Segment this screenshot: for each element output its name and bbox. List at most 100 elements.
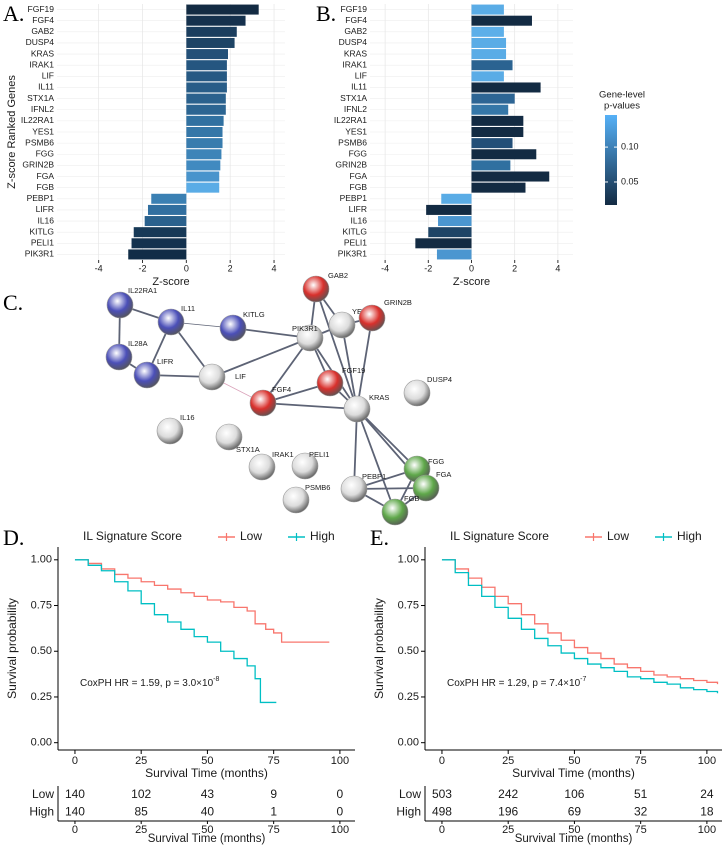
x-tick-label: -4 xyxy=(95,263,103,273)
network-node xyxy=(157,308,185,336)
y-tick-label: FGB xyxy=(37,182,55,192)
bar xyxy=(471,37,507,48)
risk-row-label: Low xyxy=(32,787,54,801)
y-tick-label: YES1 xyxy=(32,126,54,136)
y-tick-label: LIFR xyxy=(36,204,54,214)
y-tick-label: FGA xyxy=(37,171,55,181)
bar xyxy=(186,26,237,37)
x-tick-label: 50 xyxy=(201,755,213,767)
bar xyxy=(471,104,509,115)
network-node xyxy=(328,311,356,339)
node-label: IL28A xyxy=(128,339,148,348)
risk-count: 40 xyxy=(201,804,215,818)
survival-curve xyxy=(74,559,330,643)
node-label: FGF4 xyxy=(272,385,291,394)
node-label: DUSP4 xyxy=(427,375,452,384)
colorbar-tick-label: 0.10 xyxy=(621,141,639,151)
bar xyxy=(186,49,228,60)
x-tick-label: 0 xyxy=(439,824,445,836)
y-tick-label: PEBP1 xyxy=(340,193,368,203)
node-label: IL16 xyxy=(180,413,195,422)
y-tick-label: 0.50 xyxy=(398,645,419,657)
y-tick-label: PIK3R1 xyxy=(25,249,55,259)
bar xyxy=(147,204,187,215)
bar xyxy=(186,15,246,26)
risk-count: 43 xyxy=(201,787,215,801)
x-tick-label: 75 xyxy=(635,824,647,836)
y-tick-label: STX1A xyxy=(340,93,367,103)
y-tick-label: 0.75 xyxy=(398,599,419,611)
network-edge xyxy=(262,402,358,410)
network-edge xyxy=(211,337,311,378)
y-tick-label: PELI1 xyxy=(344,238,367,248)
annotation-text: CoxPH HR = 1.29, p = 7.4×10 xyxy=(447,678,581,689)
bar xyxy=(471,138,513,149)
panel-label: A. xyxy=(3,1,24,26)
network-node xyxy=(215,423,243,451)
colorbar xyxy=(605,115,617,205)
bar xyxy=(471,49,507,60)
y-tick-label: DUSP4 xyxy=(26,37,55,47)
y-tick-label: KRAS xyxy=(344,48,367,58)
y-tick-label: LIF xyxy=(42,71,54,81)
risk-count: 106 xyxy=(564,787,584,801)
bar xyxy=(186,115,224,126)
y-tick-label: STX1A xyxy=(27,93,54,103)
network-edge xyxy=(356,317,373,410)
risk-count: 18 xyxy=(700,804,714,818)
risk-count: 0 xyxy=(337,787,344,801)
y-tick-label: GAB2 xyxy=(344,26,367,36)
x-tick-label: 4 xyxy=(272,263,277,273)
colorbar-tick-label: 0.05 xyxy=(621,176,639,186)
y-tick-label: 0.00 xyxy=(31,737,52,749)
risk-count: 196 xyxy=(498,804,518,818)
x-tick-label: 25 xyxy=(135,824,147,836)
y-axis-title: Survival probability xyxy=(5,598,19,699)
x-tick-label: 2 xyxy=(512,263,517,273)
bar xyxy=(471,115,524,126)
bar xyxy=(131,238,187,249)
node-label: FGF19 xyxy=(342,366,365,375)
node-label: IRAK1 xyxy=(272,450,294,459)
network-node xyxy=(249,389,277,417)
panel-label: B. xyxy=(316,1,336,26)
node-label: STX1A xyxy=(236,445,260,454)
risk-row-label: Low xyxy=(399,787,421,801)
bar xyxy=(133,227,187,238)
risk-count: 140 xyxy=(65,787,85,801)
y-tick-label: YES1 xyxy=(345,126,367,136)
risk-count: 0 xyxy=(337,804,344,818)
y-tick-label: KRAS xyxy=(31,48,54,58)
node-label: PELI1 xyxy=(309,450,329,459)
bar xyxy=(186,160,221,171)
x-axis-title: Z-score xyxy=(453,276,490,288)
x-tick-label: 2 xyxy=(228,263,233,273)
risk-count: 9 xyxy=(270,787,277,801)
x-tick-label: 4 xyxy=(555,263,560,273)
node-label: LIF xyxy=(235,372,246,381)
network-edge xyxy=(356,408,418,470)
risk-count: 24 xyxy=(700,787,714,801)
y-tick-label: GRIN2B xyxy=(335,160,367,170)
y-tick-label: FGB xyxy=(350,182,368,192)
bar xyxy=(426,204,472,215)
bar xyxy=(128,249,187,260)
y-axis-title: Survival probability xyxy=(372,598,386,699)
y-tick-label: FGF4 xyxy=(32,15,54,25)
node-label: GAB2 xyxy=(328,271,348,280)
bar xyxy=(471,126,524,138)
survival-curve xyxy=(441,559,719,694)
bar xyxy=(471,171,550,182)
y-tick-label: PEBP1 xyxy=(27,193,55,203)
node-label: LIFR xyxy=(157,357,174,366)
y-tick-label: FGF19 xyxy=(341,4,368,14)
y-tick-label: GRIN2B xyxy=(22,160,54,170)
x-tick-label: 50 xyxy=(568,824,580,836)
legend-label: Low xyxy=(240,529,262,543)
y-tick-label: 0.75 xyxy=(31,599,52,611)
bar xyxy=(186,93,226,104)
y-tick-label: PSMB6 xyxy=(25,137,54,147)
bar xyxy=(471,4,504,15)
risk-row-label: High xyxy=(29,804,54,818)
node-label: IL22RA1 xyxy=(128,286,157,295)
